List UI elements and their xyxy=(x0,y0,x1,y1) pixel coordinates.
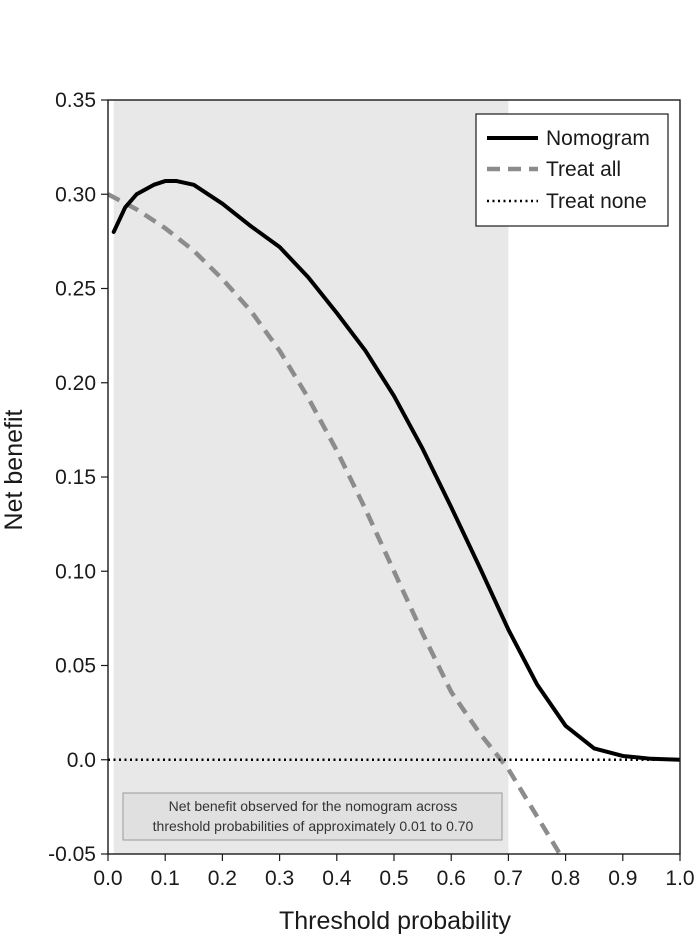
x-axis-title: Threshold probability xyxy=(279,907,512,935)
y-tick-label: -0.05 xyxy=(48,843,96,866)
y-tick-label: 0.05 xyxy=(55,655,96,678)
y-tick-label: 0.0 xyxy=(67,749,96,772)
x-tick-label: 0.5 xyxy=(379,867,408,890)
annotation-line-2: threshold probabilities of approximately… xyxy=(153,818,474,834)
series-line-nomogram xyxy=(111,179,680,762)
y-tick-label: 0.35 xyxy=(55,89,96,112)
annotation-line-1: Net benefit observed for the nomogram ac… xyxy=(169,798,458,814)
y-tick-label: 0.30 xyxy=(55,183,96,206)
x-tick-label: 0.0 xyxy=(93,867,122,890)
y-tick-label: 0.15 xyxy=(55,466,96,489)
y-axis-title: Net benefit xyxy=(0,409,28,530)
x-tick-label: 1.0 xyxy=(665,867,694,890)
x-tick-label: 0.2 xyxy=(208,867,237,890)
legend: Nomogram Treat all Treat none xyxy=(475,113,669,227)
x-tick-label: 0.3 xyxy=(265,867,294,890)
series-line-treat-all xyxy=(108,192,562,854)
x-tick-label: 0.1 xyxy=(151,867,180,890)
x-tick-label: 0.9 xyxy=(608,867,637,890)
x-tick-label: 0.6 xyxy=(437,867,466,890)
annotation-background xyxy=(122,792,503,841)
x-tick-label: 0.8 xyxy=(551,867,580,890)
y-tick-label: 0.25 xyxy=(55,278,96,301)
y-tick-label: 0.20 xyxy=(55,372,96,395)
shaded-benefit-region xyxy=(113,100,509,854)
legend-label-treat-all: Treat all xyxy=(546,158,621,181)
y-tick-label: 0.10 xyxy=(55,560,96,583)
annotation-box: Net benefit observed for the nomogram ac… xyxy=(122,792,503,841)
legend-label-treat-none: Treat none xyxy=(546,190,647,213)
x-tick-label: 0.4 xyxy=(322,867,352,890)
legend-label-nomogram: Nomogram xyxy=(546,127,650,150)
x-tick-label: 0.7 xyxy=(494,867,523,890)
